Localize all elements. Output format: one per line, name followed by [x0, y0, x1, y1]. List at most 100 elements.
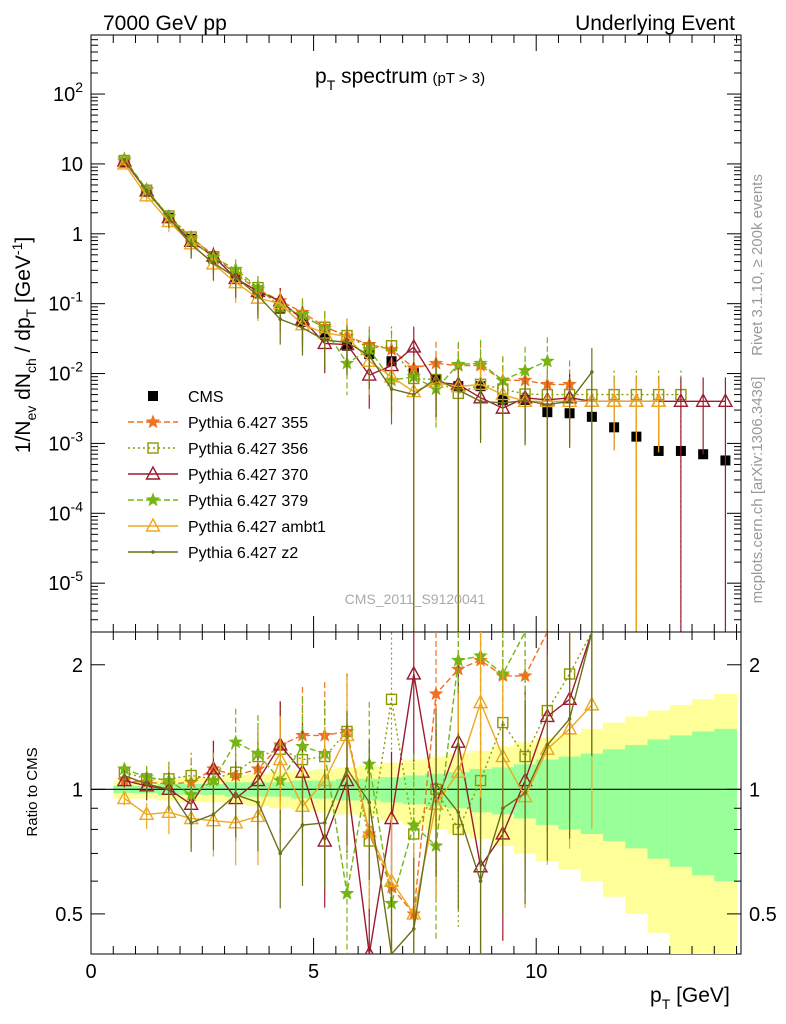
data-point	[478, 399, 483, 404]
ratio-point	[501, 806, 505, 811]
ratio-point	[339, 885, 355, 900]
legend-marker	[145, 492, 161, 507]
x-tick-label: 10	[525, 961, 547, 983]
ratio-point	[295, 738, 310, 753]
stat-band	[714, 728, 738, 882]
legend-label: Pythia 6.427 370	[188, 467, 308, 484]
ratio-series-line	[124, 632, 593, 954]
data-point	[456, 388, 461, 392]
ratio-point	[138, 805, 155, 821]
ratio-point	[278, 851, 283, 856]
data-point	[545, 402, 550, 407]
rivet-version-label: Rivet 3.1.10, ≥ 200k events	[749, 174, 766, 356]
data-point	[501, 401, 505, 405]
ratio-point	[250, 746, 266, 760]
main-panel-frame	[90, 34, 742, 633]
ratio-point	[451, 652, 466, 667]
ratio-point	[385, 693, 398, 706]
y-tick-label: 10-4	[48, 498, 83, 525]
main-panel-marks	[116, 151, 734, 632]
y-tick-label: 102	[53, 79, 83, 106]
legend-label: Pythia 6.427 z2	[188, 545, 298, 562]
data-point	[540, 353, 555, 368]
ratio-point	[185, 769, 197, 782]
ratio-point	[300, 823, 305, 827]
data-point	[406, 338, 422, 353]
data-point	[717, 392, 734, 408]
y-tick-label: 10-3	[48, 428, 83, 455]
ratio-point	[233, 793, 238, 797]
legend-label: Pythia 6.427 355	[188, 415, 308, 432]
x-tick-label: 0	[85, 961, 96, 983]
ratio-point	[272, 751, 288, 766]
ratio-point	[389, 952, 394, 954]
data-point	[211, 261, 216, 265]
ratio-series-line	[124, 632, 548, 916]
ratio-point	[116, 772, 133, 787]
legend-marker	[145, 517, 161, 532]
legend-marker	[148, 391, 158, 401]
y-tick-label: 10-1	[48, 289, 83, 316]
ratio-point	[406, 665, 422, 680]
ratio-point	[189, 821, 193, 825]
y-tick-label: 10-5	[48, 568, 83, 595]
ratio-point	[478, 879, 483, 883]
legend-label: Pythia 6.427 ambt1	[188, 519, 326, 536]
ratio-point	[161, 803, 177, 819]
y-tick-label: 10	[61, 154, 83, 176]
stat-band	[647, 739, 671, 859]
data-point	[590, 370, 594, 374]
ratio-y-tick-label: 1	[72, 779, 83, 801]
data-point	[144, 189, 149, 193]
ratio-point	[434, 782, 438, 786]
legend-marker	[151, 550, 155, 554]
stat-band	[692, 731, 715, 876]
ratio-series-line	[124, 632, 593, 954]
ratio-y-tick-label-right: 2	[749, 655, 760, 677]
ratio-point	[206, 773, 221, 787]
data-point	[434, 376, 438, 381]
ratio-series-group	[116, 632, 600, 954]
ratio-point	[472, 694, 489, 709]
data-point	[517, 362, 533, 377]
data-point	[523, 398, 527, 403]
ratio-point	[144, 782, 149, 786]
data-point	[116, 152, 133, 167]
ratio-point	[167, 787, 171, 792]
data-point	[411, 392, 416, 397]
ratio-point	[545, 743, 550, 747]
ratio-point	[364, 945, 374, 954]
ratio-panel-ticks: 0.5 0.5 1 1 2 2 0 5 10	[55, 632, 777, 983]
header-analysis-label: Underlying Event	[575, 12, 735, 35]
ratio-point	[383, 872, 400, 887]
ratio-point	[228, 734, 243, 749]
x-axis-label: pT [GeV]	[650, 984, 730, 1012]
main-panel-ticks: 10-5 10-4 10-3 10-2 10-1 1 10 102	[48, 34, 741, 633]
data-point	[673, 392, 689, 408]
ratio-point	[256, 800, 260, 805]
data-point	[606, 392, 622, 408]
data-point	[695, 392, 711, 408]
ratio-point	[211, 812, 216, 817]
ratio-y-tick-label: 2	[72, 655, 83, 677]
data-point	[389, 387, 394, 391]
ratio-point	[122, 773, 127, 778]
main-y-axis-label: 1/Nev dNch / dpT [GeV-1]	[9, 237, 39, 453]
stat-band	[602, 749, 626, 842]
ratio-point	[116, 790, 133, 805]
data-point	[116, 155, 133, 170]
ratio-y-tick-label: 0.5	[55, 904, 83, 926]
data-point	[256, 293, 260, 298]
main-plot-title: pT spectrum (pT > 3)	[315, 65, 485, 93]
data-point	[322, 338, 327, 343]
data-point	[567, 399, 572, 404]
ratio-y-tick-label-right: 1	[749, 779, 760, 801]
ratio-point	[345, 767, 349, 771]
stat-band	[625, 744, 649, 849]
data-point	[278, 317, 283, 321]
ratio-point	[523, 791, 527, 795]
ratio-y-tick-label-right: 0.5	[749, 904, 777, 926]
data-point	[367, 353, 372, 358]
mcplots-reference-label: mcplots.cern.ch [arXiv:1306.3436]	[749, 377, 766, 604]
